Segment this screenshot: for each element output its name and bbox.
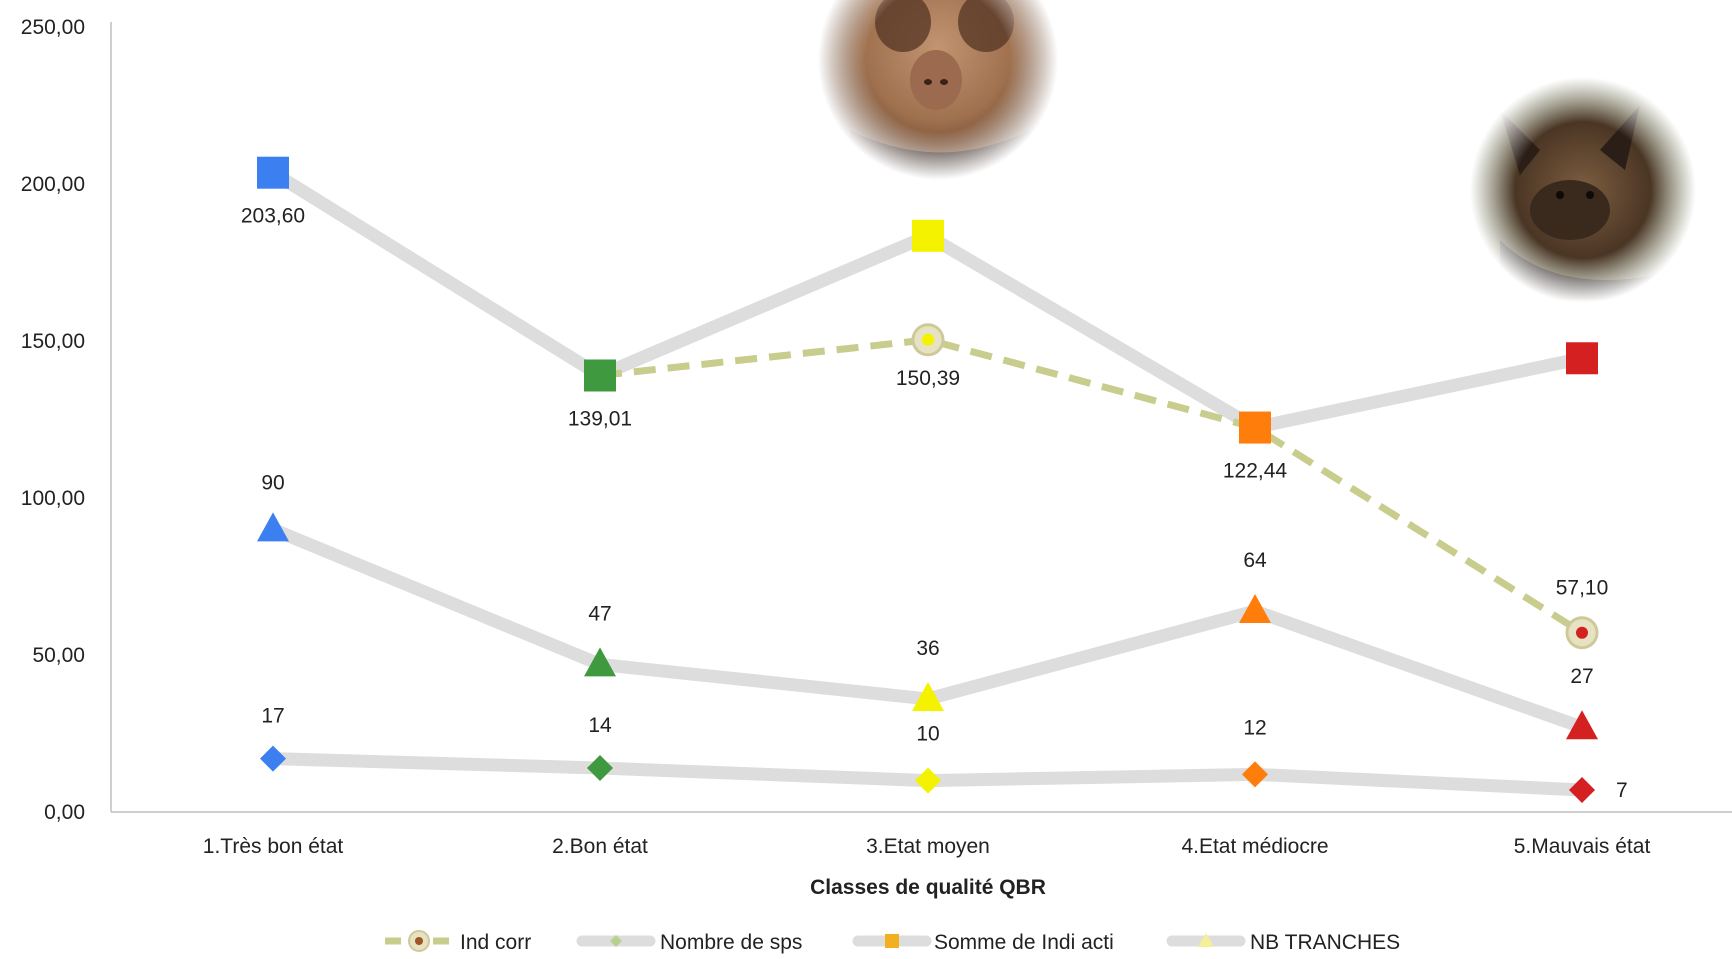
legend-item: Ind corr xyxy=(385,930,531,954)
horseshoe-bat-photo xyxy=(818,0,1058,180)
legend-swatch-marker-core xyxy=(415,937,423,945)
data-label: 12 xyxy=(1243,716,1266,739)
x-axis-title: Classes de qualité QBR xyxy=(810,876,1046,899)
data-point-nombre-de-sps xyxy=(1569,777,1595,804)
data-label: 90 xyxy=(261,471,284,494)
data-point-somme-de-indi-acti xyxy=(584,359,616,392)
data-point-somme-de-indi-acti xyxy=(1239,411,1271,444)
x-tick-label: 5.Mauvais état xyxy=(1514,835,1651,858)
ind-corr-marker-core xyxy=(922,333,934,346)
data-label: 150,39 xyxy=(896,367,960,390)
data-point-nb-tranches xyxy=(1566,710,1598,740)
ind-corr-marker-core xyxy=(1576,626,1588,639)
data-label: 10 xyxy=(916,723,939,746)
data-point-nombre-de-sps xyxy=(587,755,613,782)
data-label: 122,44 xyxy=(1223,460,1288,483)
data-labels: 150,39 57,10 17 14 10 12 7 203,60 139,01 122,44 90… xyxy=(241,205,1628,802)
data-point-somme-de-indi-acti xyxy=(912,219,944,252)
legend-label: Ind corr xyxy=(460,931,531,954)
data-label: 7 xyxy=(1616,779,1628,802)
x-tick-label: 1.Très bon état xyxy=(203,835,344,858)
y-tick-label: 0,00 xyxy=(44,801,85,824)
data-label: 139,01 xyxy=(568,408,632,431)
data-label: 203,60 xyxy=(241,205,305,228)
legend: Ind corr Nombre de sps Somme de Indi acti N… xyxy=(385,930,1400,954)
x-tick-label: 2.Bon état xyxy=(552,835,648,858)
data-point-somme-de-indi-acti xyxy=(1566,342,1598,375)
y-tick-label: 200,00 xyxy=(21,173,85,196)
data-label: 36 xyxy=(916,637,939,660)
data-point-somme-de-indi-acti xyxy=(257,156,289,189)
data-point-nombre-de-sps xyxy=(1242,761,1268,788)
legend-item: Somme de Indi acti xyxy=(852,931,1114,954)
x-tick-label: 3.Etat moyen xyxy=(866,835,990,858)
data-point-ind-corr xyxy=(1565,616,1599,650)
y-tick-label: 50,00 xyxy=(32,644,85,667)
legend-swatch-marker xyxy=(610,935,622,947)
x-tick-label: 4.Etat médiocre xyxy=(1181,835,1328,858)
data-point-nb-tranches xyxy=(584,647,616,677)
legend-swatch-marker xyxy=(885,934,899,948)
data-point-nb-tranches xyxy=(912,681,944,711)
data-label: 14 xyxy=(588,714,612,737)
pipistrelle-bat-photo xyxy=(1470,77,1696,303)
data-point-nb-tranches xyxy=(1239,594,1271,624)
legend-label: NB TRANCHES xyxy=(1250,931,1400,954)
legend-label: Nombre de sps xyxy=(660,931,802,954)
data-point-nombre-de-sps xyxy=(915,767,941,794)
series-line-ind-corr xyxy=(599,336,1584,636)
y-tick-label: 250,00 xyxy=(21,16,85,39)
series xyxy=(257,156,1599,804)
data-label: 27 xyxy=(1570,665,1593,688)
data-point-nb-tranches xyxy=(257,512,289,542)
data-label: 17 xyxy=(261,705,284,728)
legend-item: NB TRANCHES xyxy=(1166,931,1400,954)
data-label: 64 xyxy=(1243,549,1267,572)
data-point-ind-corr xyxy=(911,323,945,357)
legend-label: Somme de Indi acti xyxy=(934,931,1114,954)
legend-swatch-marker xyxy=(1198,933,1214,947)
y-tick-label: 100,00 xyxy=(21,487,85,510)
y-tick-label: 150,00 xyxy=(21,330,85,353)
axes: 0,00 50,00 100,00 150,00 200,00 250,00 1.Très … xyxy=(21,16,1732,858)
legend-item: Nombre de sps xyxy=(576,931,802,954)
data-label: 47 xyxy=(588,602,611,625)
data-label: 57,10 xyxy=(1556,577,1609,600)
data-point-nombre-de-sps xyxy=(260,745,286,772)
